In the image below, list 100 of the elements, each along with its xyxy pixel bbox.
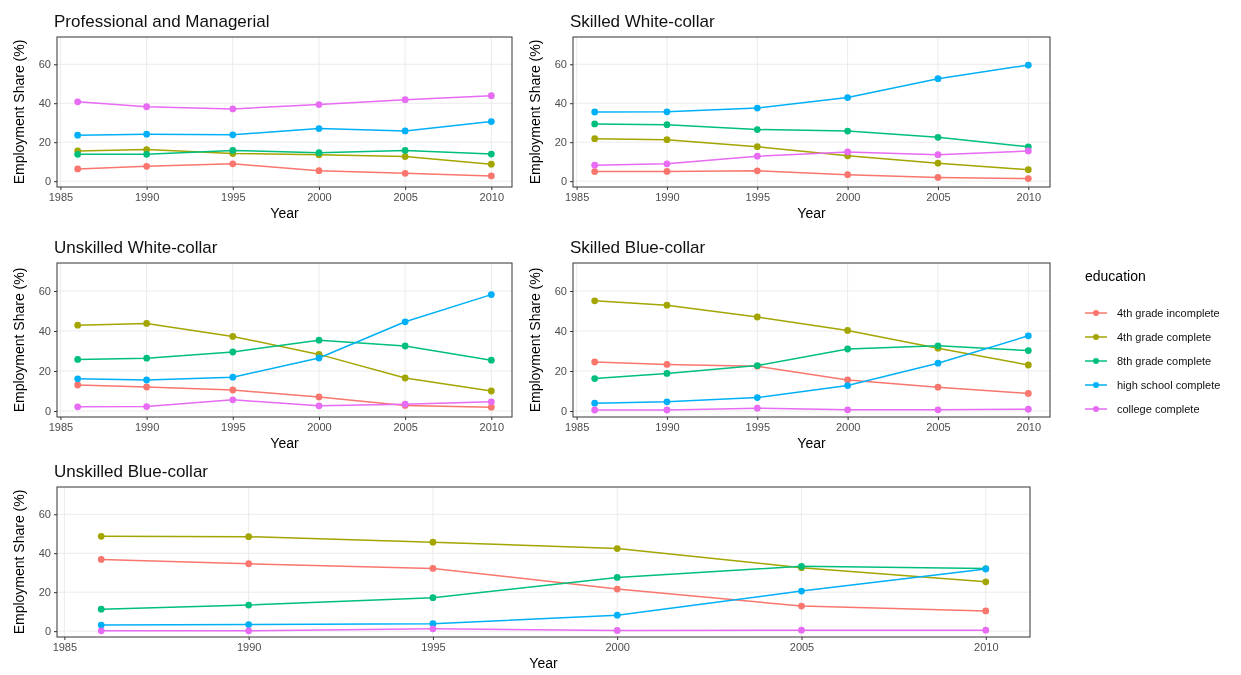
point <box>74 98 82 106</box>
point <box>74 131 82 139</box>
point <box>315 402 323 410</box>
point <box>798 626 805 634</box>
point <box>401 153 409 160</box>
y-tick-label: 60 <box>38 58 51 71</box>
point <box>591 120 599 128</box>
x-tick-label: 2010 <box>479 420 505 433</box>
point <box>429 594 437 602</box>
chart-title: Professional and Managerial <box>54 12 270 31</box>
x-tick-label: 2005 <box>393 420 418 433</box>
point <box>74 375 82 383</box>
x-axis-title: Year <box>270 435 299 451</box>
point <box>844 127 852 135</box>
y-tick-label: 60 <box>554 285 567 298</box>
point <box>97 556 105 563</box>
point <box>401 147 409 154</box>
point <box>663 361 671 368</box>
point <box>143 162 151 170</box>
point <box>401 342 409 350</box>
y-tick-label: 40 <box>554 325 567 338</box>
point <box>487 356 495 364</box>
point <box>143 150 151 158</box>
point <box>401 318 409 326</box>
point <box>753 404 761 412</box>
point <box>401 169 409 177</box>
point <box>844 376 852 384</box>
y-tick-label: 20 <box>38 586 51 599</box>
point <box>844 345 852 353</box>
point <box>245 601 253 609</box>
x-tick-label: 1985 <box>564 420 590 433</box>
point <box>934 151 942 159</box>
point <box>753 152 761 160</box>
x-axis-title: Year <box>797 205 826 221</box>
point <box>934 359 942 367</box>
point <box>245 533 253 541</box>
point <box>753 394 761 401</box>
point <box>663 398 671 406</box>
point <box>591 399 599 407</box>
point <box>934 75 942 83</box>
point <box>934 133 942 141</box>
y-tick-label: 0 <box>44 625 51 638</box>
point <box>663 370 671 377</box>
point <box>844 382 852 389</box>
y-tick-label: 0 <box>44 405 51 418</box>
y-tick-label: 40 <box>554 97 567 110</box>
y-tick-label: 0 <box>560 175 567 188</box>
y-tick-label: 0 <box>560 405 567 418</box>
y-tick-label: 40 <box>38 547 51 560</box>
x-tick-label: 1985 <box>564 190 590 203</box>
point <box>844 94 852 101</box>
point <box>1024 347 1032 354</box>
chart-title: Unskilled Blue-collar <box>54 462 209 481</box>
y-axis-title: Employment Share (%) <box>527 39 543 185</box>
point <box>229 386 237 394</box>
x-tick-label: 2010 <box>1016 420 1042 433</box>
x-tick-label: 2010 <box>1016 190 1042 203</box>
point <box>97 605 105 613</box>
x-tick-label: 2000 <box>307 190 332 203</box>
x-tick-label: 1995 <box>745 190 771 203</box>
x-axis-title: Year <box>270 205 299 221</box>
legend-label: college complete <box>1117 403 1200 415</box>
point <box>74 321 82 329</box>
x-axis-title: Year <box>529 655 558 671</box>
point <box>229 105 237 113</box>
point <box>663 121 671 129</box>
chart-title: Skilled White-collar <box>570 12 715 31</box>
point <box>487 291 495 298</box>
y-tick-label: 40 <box>38 325 51 338</box>
point <box>97 627 105 635</box>
legend-label: 4th grade incomplete <box>1117 307 1220 319</box>
y-tick-label: 40 <box>38 97 51 110</box>
point <box>753 313 761 321</box>
point <box>229 373 237 381</box>
x-tick-label: 2000 <box>605 640 630 653</box>
point <box>143 320 151 327</box>
x-tick-label: 2000 <box>307 420 332 433</box>
point <box>143 383 151 391</box>
point <box>315 125 323 132</box>
point <box>798 602 805 610</box>
point <box>487 92 495 100</box>
point <box>487 172 495 180</box>
legend-label: 8th grade complete <box>1117 355 1212 367</box>
y-axis-title: Employment Share (%) <box>527 267 543 413</box>
point <box>315 336 323 344</box>
point <box>1024 147 1032 155</box>
point <box>401 96 409 104</box>
point <box>229 131 237 139</box>
point <box>143 354 151 362</box>
legend-label: 4th grade complete <box>1117 331 1212 343</box>
point <box>798 587 805 595</box>
point <box>591 161 599 169</box>
point <box>753 126 761 133</box>
point <box>613 627 621 634</box>
point <box>1024 390 1032 397</box>
point <box>591 358 599 366</box>
point <box>487 118 495 125</box>
point <box>982 626 990 634</box>
x-tick-label: 2010 <box>974 640 999 653</box>
x-tick-label: 1990 <box>134 190 160 203</box>
